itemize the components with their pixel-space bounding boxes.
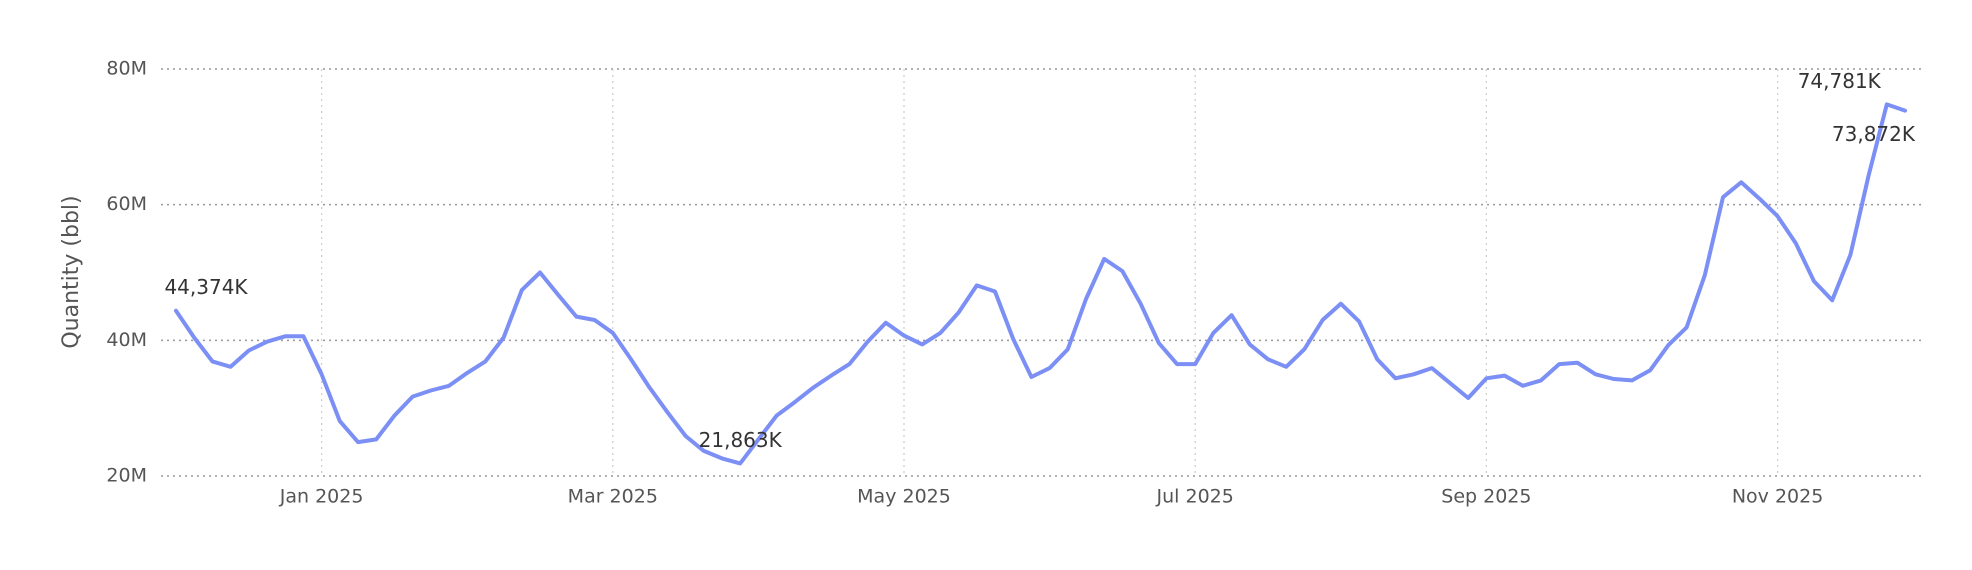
y-tick-label: 80M — [106, 58, 147, 80]
x-tick-label: Jul 2025 — [1156, 486, 1234, 508]
x-tick-label: Jan 2025 — [279, 486, 364, 508]
data-label: 44,374K — [164, 275, 248, 299]
y-tick-label: 40M — [106, 329, 147, 351]
data-label: 74,781K — [1798, 69, 1882, 93]
line — [174, 102, 1907, 466]
data-label: 73,872K — [1832, 122, 1916, 146]
x-tick-label: May 2025 — [857, 486, 951, 508]
x-tick-label: Mar 2025 — [568, 486, 658, 508]
x-tick-label: Nov 2025 — [1732, 486, 1823, 508]
data-label: 21,863K — [699, 428, 783, 452]
x-tick-label: Sep 2025 — [1441, 486, 1531, 508]
y-tick-label: 60M — [106, 193, 147, 215]
y-axis-title: Quantity (bbl) — [59, 195, 84, 348]
y-tick-label: 20M — [106, 465, 147, 487]
